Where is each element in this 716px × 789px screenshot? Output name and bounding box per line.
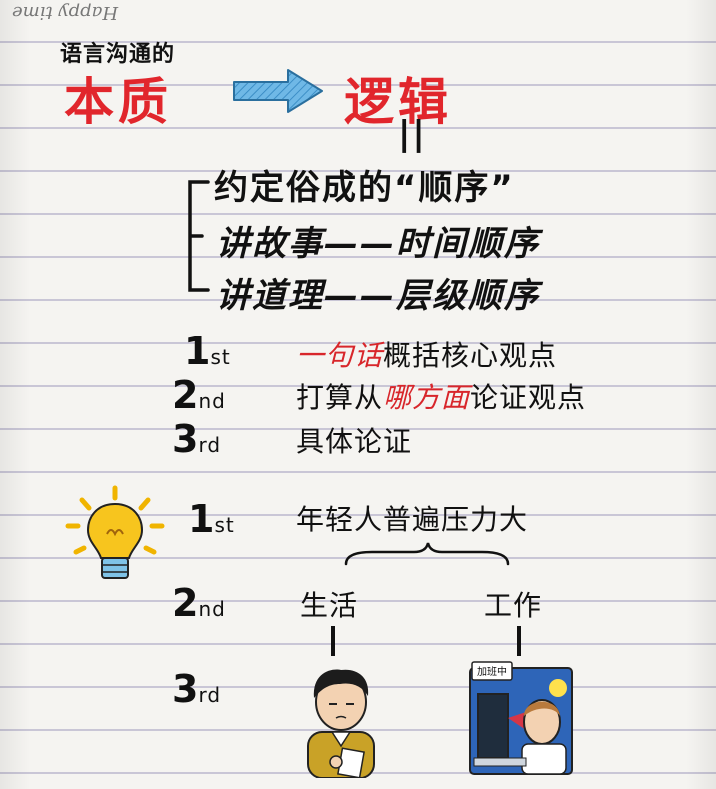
title-left-word: 本质 xyxy=(64,73,172,131)
example-right-label: 工作 xyxy=(484,589,543,622)
subtitle: 语言沟通的 xyxy=(60,42,176,67)
person-reading-note-icon xyxy=(307,669,375,778)
arrow-right-icon xyxy=(233,69,323,113)
definition-main: 约定俗成的“顺序” xyxy=(214,168,515,208)
step-1-rank: 1st xyxy=(184,329,231,373)
definition-story: 讲故事——时间顺序 xyxy=(216,224,540,264)
left-connector xyxy=(331,626,335,656)
example-rank-2: 2nd xyxy=(172,581,226,625)
step-2-text: 打算从哪方面论证观点 xyxy=(296,381,587,414)
lightbulb-icon xyxy=(65,485,165,579)
step-3-rank: 3rd xyxy=(172,417,222,461)
example-left-label: 生活 xyxy=(300,589,359,622)
step-2-rank: 2nd xyxy=(172,373,226,417)
definition-reason: 讲道理——层级顺序 xyxy=(216,276,540,316)
title-right-word: 逻辑 xyxy=(344,73,452,131)
step-1-text: 一句话概括核心观点 xyxy=(296,339,558,372)
curly-brace xyxy=(344,542,510,566)
right-connector xyxy=(517,626,521,656)
handwriting-header: Happy time xyxy=(12,2,119,23)
step-3-text: 具体论证 xyxy=(296,425,413,458)
example-rank-3: 3rd xyxy=(172,667,222,711)
example-rank-1: 1st xyxy=(188,497,235,541)
overtime-worker-icon: 加班中 xyxy=(469,661,573,775)
definition-bracket xyxy=(188,180,210,292)
work-sign-text: 加班中 xyxy=(477,665,507,678)
equals-mark: || xyxy=(398,114,427,154)
example-top-point: 年轻人普遍压力大 xyxy=(296,503,529,536)
